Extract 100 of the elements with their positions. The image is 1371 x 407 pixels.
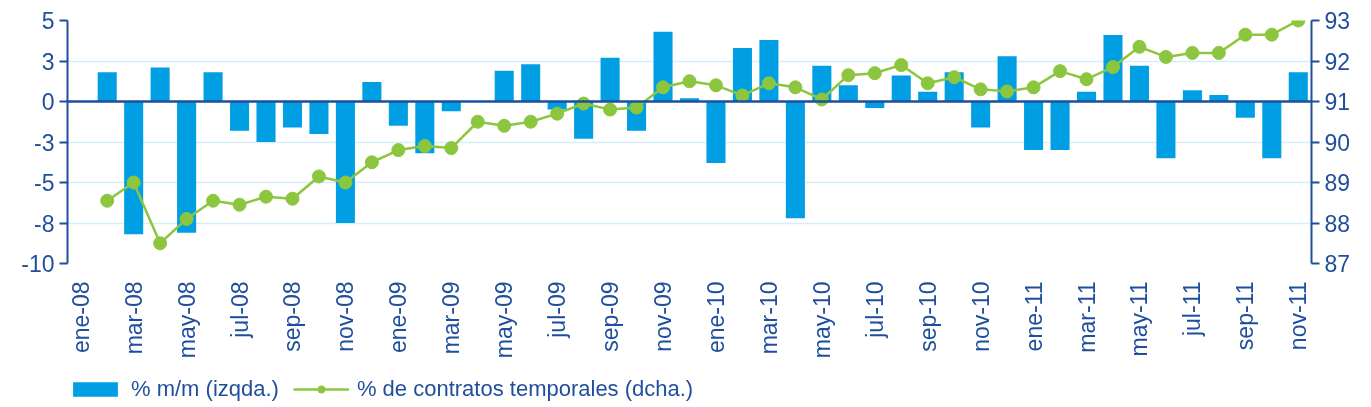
x-tick-label: mar-09 (438, 281, 465, 355)
x-tick-label: sep-09 (597, 281, 624, 352)
point (497, 118, 512, 133)
bar (1156, 101, 1176, 159)
y2-tick-label: 87 (1324, 251, 1351, 277)
bar (1262, 101, 1282, 159)
bar (177, 101, 197, 233)
bar (282, 101, 303, 128)
y2-tick-label: 88 (1324, 210, 1351, 237)
point (1185, 45, 1200, 60)
point (1105, 60, 1120, 75)
point (417, 139, 432, 154)
point (391, 143, 406, 158)
x-tick-label: ene-08 (67, 281, 94, 354)
point (470, 114, 485, 129)
point (364, 155, 379, 170)
bar (256, 101, 276, 142)
x-tick-label: mar-08 (120, 281, 147, 355)
x-tick-label: nov-09 (650, 281, 677, 352)
bar (494, 70, 514, 102)
point (1079, 72, 1094, 87)
bar (521, 64, 541, 102)
x-tick-label: jul-11 (1179, 281, 1206, 338)
x-tick-label: mar-10 (755, 281, 782, 355)
bar (1129, 65, 1149, 102)
point (1158, 49, 1173, 64)
bar (706, 101, 726, 164)
x-tick-label: jul-10 (861, 281, 888, 339)
bar (335, 101, 355, 223)
point (338, 175, 353, 190)
y-tick-label: -5 (34, 170, 55, 196)
y-tick-label: -8 (34, 210, 55, 237)
bar (203, 72, 223, 102)
point (311, 169, 326, 184)
point (708, 78, 723, 93)
point (259, 189, 274, 204)
point (206, 193, 221, 208)
x-tick-label: jul-08 (226, 281, 253, 339)
x-tick-label: may-10 (808, 281, 835, 359)
y2-tick-label: 89 (1324, 170, 1351, 196)
bar (891, 75, 911, 102)
y-tick-label: -3 (34, 129, 55, 156)
point (973, 82, 988, 97)
bar (362, 82, 382, 102)
bar (309, 101, 329, 134)
point (1264, 27, 1279, 42)
y2-tick-label: 91 (1324, 89, 1351, 115)
bar (785, 101, 805, 219)
x-tick-label: ene-10 (702, 281, 729, 354)
bar (388, 101, 408, 126)
point (1238, 27, 1253, 42)
point (682, 74, 697, 89)
point (153, 236, 168, 251)
x-tick-label: jul-09 (544, 281, 571, 339)
point (788, 80, 803, 95)
point (603, 102, 618, 117)
y-tick-label: -10 (21, 251, 55, 277)
bar (1024, 101, 1044, 151)
point (1026, 80, 1041, 95)
point (444, 141, 459, 156)
x-tick-label: may-08 (173, 281, 200, 359)
bar (1288, 72, 1308, 102)
point (841, 68, 856, 83)
x-tick-label: nov-08 (332, 281, 359, 352)
x-tick-label: may-09 (491, 281, 518, 359)
point (1053, 64, 1068, 79)
point (1132, 39, 1147, 54)
point (100, 193, 115, 208)
legend-label: % de contratos temporales (dcha.) (356, 376, 694, 402)
bar (150, 67, 170, 102)
bar (124, 101, 144, 235)
x-tick-label: nov-10 (967, 281, 994, 352)
point (761, 76, 776, 91)
point (920, 76, 935, 91)
point (285, 191, 300, 206)
point (867, 66, 882, 81)
x-tick-label: sep-11 (1232, 281, 1259, 351)
bar (230, 101, 250, 131)
y2-tick-label: 93 (1324, 8, 1351, 34)
y-tick-label: 0 (41, 89, 55, 115)
bar (971, 101, 991, 128)
x-tick-label: sep-10 (914, 281, 941, 352)
x-tick-label: nov-11 (1285, 281, 1312, 351)
x-tick-label: sep-08 (279, 281, 306, 352)
point (947, 70, 962, 85)
point (550, 106, 565, 121)
legend-label: % m/m (izqda.) (131, 376, 279, 402)
point (1211, 45, 1226, 60)
point (126, 175, 141, 190)
x-tick-label: may-11 (1126, 281, 1153, 357)
point (232, 197, 247, 212)
point (894, 58, 909, 73)
point (656, 80, 671, 95)
bar (600, 57, 620, 102)
bar (1050, 101, 1070, 151)
bar (97, 72, 117, 102)
y2-tick-label: 90 (1324, 129, 1351, 156)
point (523, 114, 538, 129)
point (1000, 84, 1015, 99)
x-tick-label: ene-09 (385, 281, 412, 354)
